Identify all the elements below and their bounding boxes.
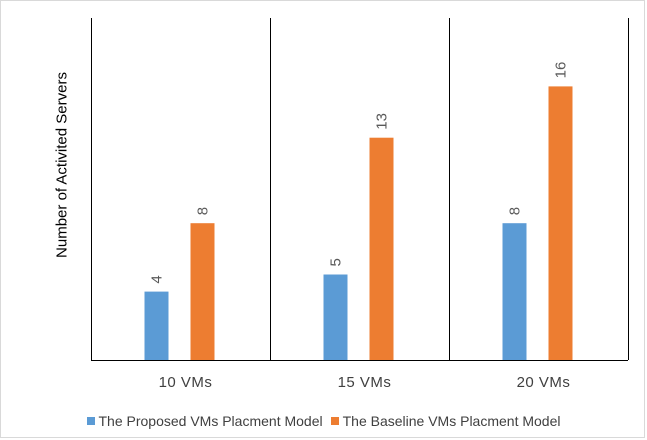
data-label-baseline-2: 16 [553, 62, 570, 79]
category-label-15-vms: 15 VMs [337, 374, 392, 391]
category-label-20-vms: 20 VMs [516, 374, 571, 391]
legend-swatch-proposed [86, 417, 95, 425]
legend-item-proposed: The Proposed VMs Placment Model [86, 413, 323, 429]
category-label-10-vms: 10 VMs [158, 374, 213, 391]
y-axis-label: Number of Activited Servers [53, 72, 71, 258]
bar-baseline-1 [369, 137, 394, 360]
bar-proposed-2 [502, 223, 527, 360]
bar-proposed-0 [144, 291, 169, 360]
legend-label-baseline: The Baseline VMs Placment Model [342, 413, 561, 429]
bar-baseline-0 [190, 223, 215, 360]
legend-label-proposed: The Proposed VMs Placment Model [98, 413, 323, 429]
chart-legend: The Proposed VMs Placment Model The Base… [0, 413, 647, 429]
bar-proposed-1 [323, 274, 348, 360]
data-label-baseline-0: 8 [195, 207, 212, 215]
legend-swatch-baseline [330, 417, 339, 425]
data-label-proposed-0: 4 [149, 275, 166, 283]
data-label-proposed-2: 8 [507, 207, 524, 215]
data-label-proposed-1: 5 [328, 258, 345, 266]
data-label-baseline-1: 13 [374, 113, 391, 130]
bar-baseline-2 [548, 86, 573, 361]
legend-item-baseline: The Baseline VMs Placment Model [330, 413, 561, 429]
